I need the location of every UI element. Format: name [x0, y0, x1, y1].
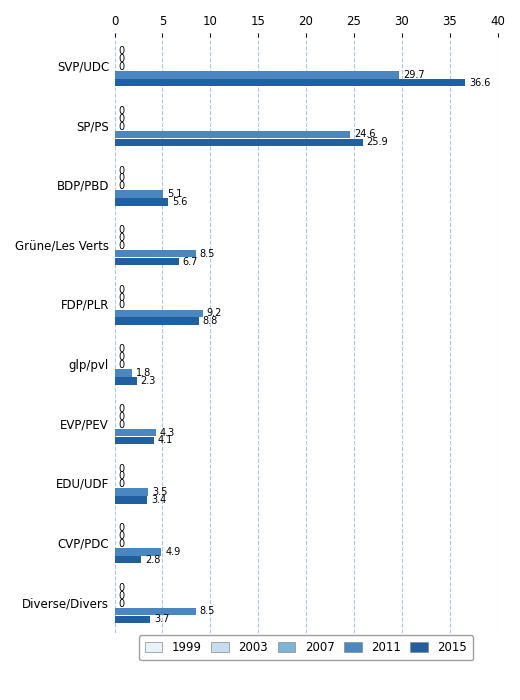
Text: 2.3: 2.3 — [140, 376, 156, 386]
Text: 4.3: 4.3 — [160, 428, 175, 438]
Bar — [114, 608, 196, 615]
Text: 0: 0 — [119, 352, 124, 362]
Text: 0: 0 — [119, 344, 124, 354]
Text: 0: 0 — [119, 539, 124, 549]
Bar — [114, 437, 154, 444]
Text: 0: 0 — [119, 531, 124, 541]
Text: 5.1: 5.1 — [167, 189, 183, 199]
Text: 0: 0 — [119, 285, 124, 295]
Text: 0: 0 — [119, 583, 124, 593]
Bar — [114, 139, 362, 146]
Bar — [114, 548, 162, 556]
Text: 0: 0 — [119, 106, 124, 116]
Text: 0: 0 — [119, 225, 124, 235]
Text: 29.7: 29.7 — [403, 70, 424, 80]
Bar — [114, 429, 155, 436]
Bar — [114, 79, 465, 87]
Text: 0: 0 — [119, 181, 124, 191]
Text: 0: 0 — [119, 412, 124, 422]
Text: 0: 0 — [119, 360, 124, 370]
Text: 0: 0 — [119, 54, 124, 64]
Text: 0: 0 — [119, 300, 124, 311]
Bar — [114, 369, 132, 377]
Bar — [114, 615, 150, 623]
Text: 0: 0 — [119, 241, 124, 251]
Text: 3.4: 3.4 — [151, 495, 166, 505]
Text: 0: 0 — [119, 293, 124, 302]
Text: 0: 0 — [119, 404, 124, 414]
Text: 6.7: 6.7 — [183, 257, 198, 267]
Text: 0: 0 — [119, 233, 124, 243]
Text: 8.8: 8.8 — [203, 316, 218, 326]
Text: 0: 0 — [119, 420, 124, 430]
Text: 0: 0 — [119, 598, 124, 608]
Text: 0: 0 — [119, 480, 124, 489]
Bar — [114, 198, 168, 206]
Bar — [114, 309, 203, 317]
Text: 0: 0 — [119, 591, 124, 601]
Text: 8.5: 8.5 — [200, 606, 215, 617]
Text: 0: 0 — [119, 62, 124, 72]
Text: 24.6: 24.6 — [354, 130, 375, 139]
Text: 4.1: 4.1 — [158, 435, 173, 445]
Text: 3.7: 3.7 — [154, 615, 169, 624]
Text: 0: 0 — [119, 174, 124, 183]
Bar — [114, 71, 399, 78]
Text: 3.5: 3.5 — [152, 487, 167, 497]
Bar — [114, 317, 199, 325]
Bar — [114, 556, 141, 564]
Bar — [114, 496, 147, 504]
Text: 0: 0 — [119, 46, 124, 56]
Bar — [114, 190, 163, 198]
Text: 5.6: 5.6 — [172, 197, 187, 207]
Bar — [114, 377, 137, 384]
Bar — [114, 258, 179, 265]
Bar — [114, 250, 196, 258]
Bar — [114, 489, 148, 496]
Text: 0: 0 — [119, 524, 124, 533]
Text: 8.5: 8.5 — [200, 248, 215, 259]
Legend: 1999, 2003, 2007, 2011, 2015: 1999, 2003, 2007, 2011, 2015 — [139, 636, 473, 660]
Text: 4.9: 4.9 — [165, 547, 180, 556]
Text: 0: 0 — [119, 165, 124, 176]
Text: 25.9: 25.9 — [367, 137, 388, 147]
Text: 0: 0 — [119, 472, 124, 482]
Bar — [114, 131, 350, 138]
Text: 1.8: 1.8 — [136, 368, 151, 378]
Text: 2.8: 2.8 — [145, 554, 161, 565]
Text: 0: 0 — [119, 114, 124, 124]
Text: 0: 0 — [119, 463, 124, 474]
Text: 36.6: 36.6 — [469, 78, 490, 88]
Text: 9.2: 9.2 — [206, 308, 222, 318]
Text: 0: 0 — [119, 122, 124, 132]
